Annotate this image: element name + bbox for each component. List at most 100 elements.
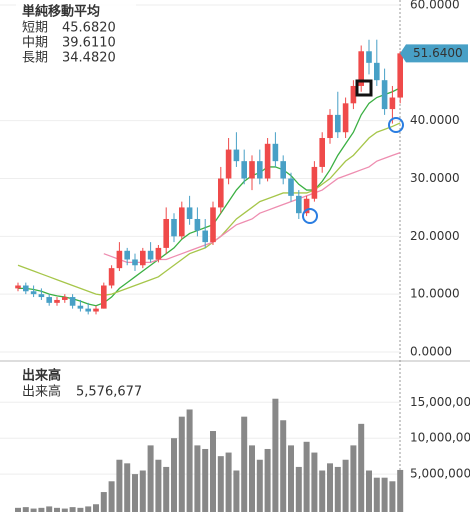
volume-bar xyxy=(358,423,365,512)
candle-body xyxy=(77,305,84,309)
legend-name: 中期 xyxy=(22,36,48,51)
volume-bar xyxy=(38,507,45,512)
volume-bar xyxy=(264,448,271,512)
candle-body xyxy=(15,285,21,289)
ma-line xyxy=(17,122,401,296)
candle-body xyxy=(296,195,302,214)
candle-body xyxy=(46,297,52,303)
volume-bar xyxy=(108,481,115,512)
candle-body xyxy=(233,149,240,162)
candle-body xyxy=(69,297,76,306)
volume-bar xyxy=(210,431,216,512)
candle-body xyxy=(257,161,263,179)
volume-bar xyxy=(389,481,396,512)
candle-body xyxy=(124,250,130,260)
candle-body xyxy=(147,250,154,260)
candle-body xyxy=(210,207,216,243)
volume-bar xyxy=(288,445,294,512)
marker-circle xyxy=(388,117,404,133)
candle-body xyxy=(264,143,271,179)
volume-bar xyxy=(155,459,162,512)
volume-bar xyxy=(30,508,37,512)
candle-body xyxy=(155,247,162,260)
legend-box xyxy=(16,2,136,64)
volume-bar xyxy=(249,445,255,512)
candle-body xyxy=(218,178,224,208)
volume-bar xyxy=(147,445,154,512)
volume-bar xyxy=(319,470,326,512)
candle-body xyxy=(38,294,45,298)
volume-bar xyxy=(202,448,209,512)
candle-body xyxy=(303,198,310,214)
candle-body xyxy=(93,308,99,312)
legend-title: 単純移動平均 xyxy=(22,4,100,20)
y-tick-label: 20.0000 xyxy=(410,229,460,243)
legend-value: 34.4820 xyxy=(62,51,116,66)
volume-legend-name: 出来高 xyxy=(22,384,61,400)
legend-name: 短期 xyxy=(22,21,48,36)
candle-body xyxy=(350,85,357,104)
candle-body xyxy=(54,299,60,303)
marker-circle xyxy=(302,208,318,224)
candle-body xyxy=(225,149,232,179)
volume-bar xyxy=(22,507,29,512)
volume-bar xyxy=(256,459,263,512)
volume-bar xyxy=(225,452,232,512)
y-tick-label: 5,000,000 xyxy=(410,467,470,481)
candle-body xyxy=(23,285,29,292)
volume-bar xyxy=(366,470,372,512)
volume-bar xyxy=(381,477,388,512)
ma-line xyxy=(103,151,401,264)
volume-bar xyxy=(54,507,60,512)
candle-body xyxy=(171,218,177,237)
volume-bar xyxy=(303,441,310,512)
candle-body xyxy=(85,308,91,312)
y-tick-label: 30.0000 xyxy=(410,171,460,185)
candle-body xyxy=(366,51,372,63)
volume-bar xyxy=(171,438,177,512)
volume-bar xyxy=(241,416,248,512)
volume-bar xyxy=(100,492,107,512)
y-tick-label: 0.0000 xyxy=(410,345,452,359)
volume-bar xyxy=(233,470,240,512)
volume-bar xyxy=(272,398,279,512)
volume-bar xyxy=(46,506,53,512)
volume-legend-value: 5,576,677 xyxy=(76,385,142,400)
candle-body xyxy=(397,53,403,98)
volume-bar xyxy=(373,477,380,512)
candle-body xyxy=(62,297,68,300)
candle-body xyxy=(280,161,286,179)
candle-body xyxy=(342,103,349,133)
volume-bar xyxy=(61,508,68,512)
volume-bar xyxy=(342,459,349,512)
volume-title: 出来高 xyxy=(22,368,61,384)
candle-body xyxy=(288,178,294,196)
marker-square xyxy=(355,79,373,97)
volume-bar xyxy=(194,445,201,512)
volume-bar xyxy=(77,507,84,512)
volume-bar xyxy=(295,466,302,512)
candle-body xyxy=(194,218,201,231)
candle-body xyxy=(140,250,146,266)
volume-bar xyxy=(15,507,21,512)
volume-bar xyxy=(397,469,404,512)
candle-body xyxy=(163,218,169,248)
candle-body xyxy=(108,268,115,286)
volume-bar xyxy=(132,474,138,512)
y-tick-label: 40.0000 xyxy=(410,113,460,127)
legend-value: 39.6110 xyxy=(62,36,116,51)
volume-bar xyxy=(85,506,92,512)
volume-bar xyxy=(280,420,287,512)
y-tick-label: 10,000,000 xyxy=(410,431,470,445)
volume-bar xyxy=(163,466,170,512)
y-tick-label: 60.0000 xyxy=(410,0,460,12)
volume-bar xyxy=(93,504,99,512)
volume-bar xyxy=(350,445,357,512)
candle-body xyxy=(311,166,318,199)
volume-bar xyxy=(217,456,224,512)
volume-bar xyxy=(334,466,341,512)
candle-body xyxy=(389,97,396,110)
candle-body xyxy=(241,161,247,179)
volume-bar xyxy=(116,459,123,512)
